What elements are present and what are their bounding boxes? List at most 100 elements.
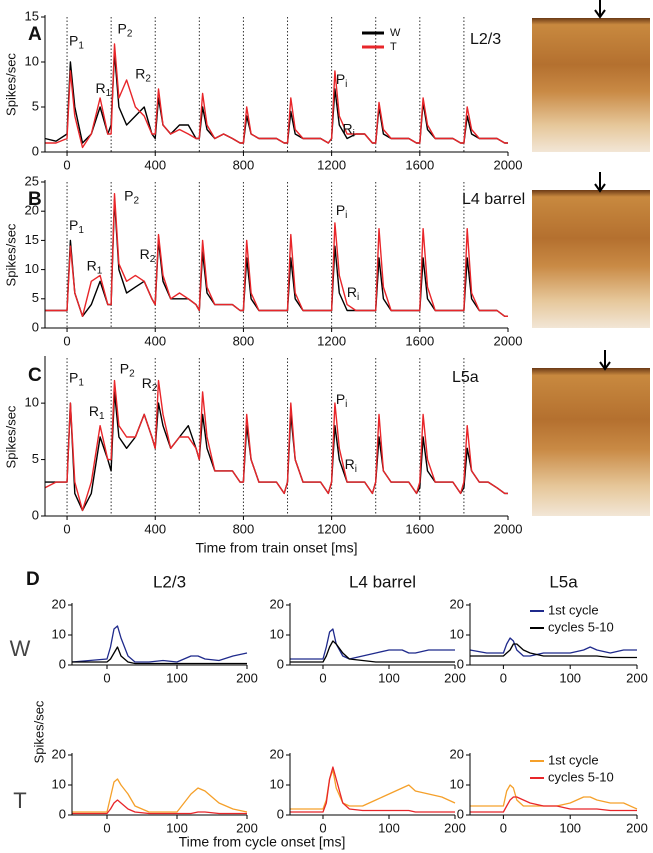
x-tick-label: 200: [444, 820, 466, 835]
x-tick-label: 400: [144, 157, 166, 172]
histology: [532, 0, 650, 516]
series-line: [72, 778, 248, 813]
arrow: [594, 172, 606, 193]
legend-label: 1st cycle: [548, 752, 599, 767]
x-tick-label: 2000: [494, 333, 523, 348]
annotation: R2: [140, 246, 156, 265]
annotation-text: P: [336, 202, 345, 218]
region-label: L5a: [452, 369, 479, 386]
region-label: L2/3: [470, 31, 501, 48]
y-tick-label: 10: [270, 626, 284, 641]
histology-image: [532, 18, 650, 152]
annotation-text: R: [347, 284, 357, 300]
y-tick-label: 0: [457, 806, 464, 821]
x-tick-label: 100: [166, 670, 188, 685]
arrow: [599, 350, 611, 371]
y-tick-label: 20: [270, 746, 284, 761]
annotation-sub: i: [345, 210, 347, 221]
x-tick-label: 800: [233, 157, 255, 172]
y-tick-label: 10: [25, 261, 39, 276]
y-tick-label: 5: [32, 451, 39, 466]
y-tick-label: 5: [32, 98, 39, 113]
annotation: Pi: [336, 202, 348, 221]
x-tick-label: 1200: [317, 333, 346, 348]
y-tick-label: 20: [450, 596, 464, 611]
annotation: R1: [89, 403, 105, 422]
y-tick-label: 10: [52, 626, 66, 641]
x-tick-label: 0: [500, 820, 507, 835]
annotation-text: P: [69, 369, 78, 385]
x-tick-label: 200: [236, 820, 258, 835]
x-tick-label: 100: [378, 820, 400, 835]
annotation-text: P: [336, 390, 345, 406]
legend-label: 1st cycle: [548, 602, 599, 617]
annotation-sub: i: [355, 464, 357, 475]
y-tick-label: 0: [32, 143, 39, 158]
y-axis-label: Spikes/sec: [3, 405, 18, 468]
annotation: R1: [96, 80, 112, 99]
y-tick-label: 25: [25, 173, 39, 188]
annotation: P2: [118, 20, 133, 39]
series-line: [45, 391, 508, 512]
panel-label: C: [28, 365, 42, 386]
y-tick-label: 0: [32, 507, 39, 522]
annotation-sub: 1: [78, 377, 84, 388]
series-line: [290, 769, 456, 810]
legend-label: cycles 5-10: [548, 619, 614, 634]
row-label: T: [13, 788, 26, 813]
series-line: [72, 646, 247, 665]
x-tick-label: 800: [233, 521, 255, 536]
annotation-text: R: [96, 80, 106, 96]
x-tick-label: 0: [500, 670, 507, 685]
annotation-sub: i: [345, 398, 347, 409]
series-line: [44, 52, 508, 144]
annotation-text: R: [345, 456, 355, 472]
annotation-sub: 2: [150, 254, 156, 265]
annotation-sub: 2: [127, 28, 133, 39]
annotation-sub: 1: [99, 411, 105, 422]
y-tick-label: 10: [52, 776, 66, 791]
series-line: [290, 766, 455, 813]
annotation: Pi: [336, 390, 348, 409]
annotation-text: P: [69, 217, 78, 233]
y-tick-label: 10: [450, 776, 464, 791]
annotation-text: R: [135, 65, 145, 81]
annotation-sub: 1: [78, 40, 84, 51]
annotation-text: R: [140, 246, 150, 262]
y-tick-label: 10: [25, 395, 39, 410]
histology-image: [532, 368, 650, 516]
x-tick-label: 1600: [405, 333, 434, 348]
x-tick-label: 0: [319, 820, 326, 835]
annotation-text: R: [89, 403, 99, 419]
y-tick-label: 20: [25, 203, 39, 218]
annotation-sub: i: [345, 79, 347, 90]
x-axis-label: Time from train onset [ms]: [195, 540, 357, 556]
annotation: P2: [124, 187, 139, 206]
x-tick-label: 0: [63, 521, 70, 536]
annotation-sub: 2: [145, 73, 151, 84]
x-tick-label: 200: [236, 670, 258, 685]
annotation-sub: 2: [129, 368, 135, 379]
series-line: [45, 43, 508, 149]
y-tick-label: 0: [457, 656, 464, 671]
x-tick-label: 2000: [494, 157, 523, 172]
series-line: [44, 379, 508, 512]
legend-label: W: [390, 27, 401, 39]
annotation-sub: 1: [106, 88, 112, 99]
panel-label: D: [26, 569, 40, 590]
annotation-sub: 2: [152, 383, 158, 394]
annotation-text: P: [124, 187, 133, 203]
annotation: Pi: [336, 71, 348, 90]
y-tick-label: 0: [277, 806, 284, 821]
annotation: R1: [87, 257, 103, 276]
y-tick-label: 0: [59, 656, 66, 671]
annotation: P1: [69, 32, 84, 51]
series-line: [71, 625, 248, 663]
row-label: W: [10, 636, 31, 661]
annotation: Ri: [347, 284, 359, 303]
column-title: L4 barrel: [349, 572, 416, 591]
annotation: R2: [142, 375, 158, 394]
y-tick-label: 10: [25, 53, 39, 68]
series-line: [290, 640, 455, 663]
